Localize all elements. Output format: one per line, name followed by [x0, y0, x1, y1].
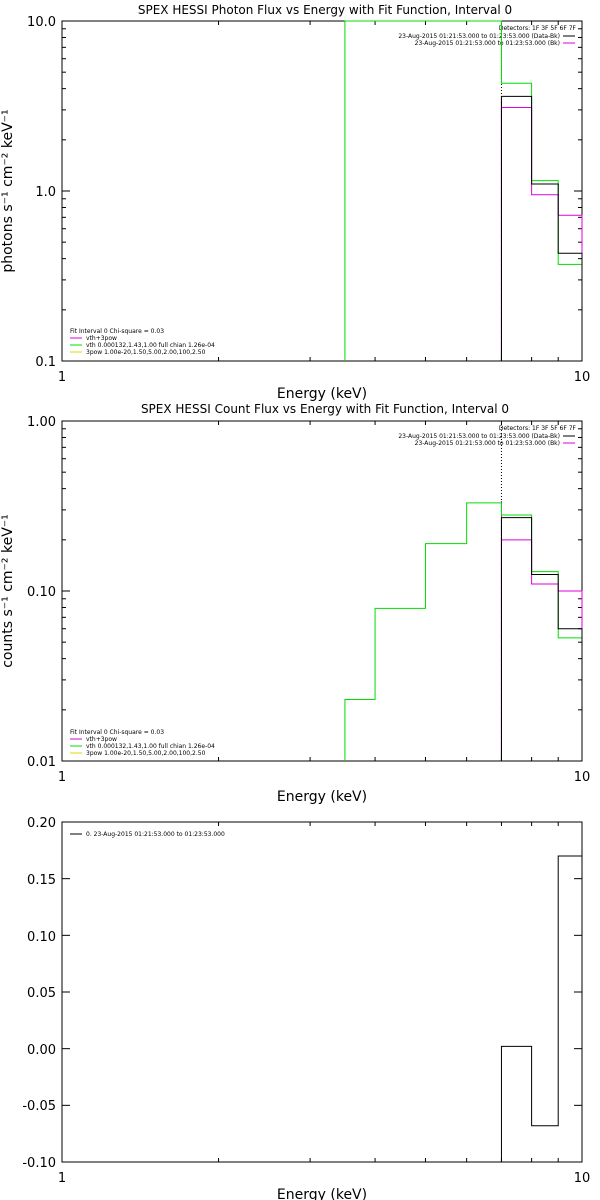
- count-series-black-step: [500, 517, 583, 761]
- count-xtick-0: 1: [58, 770, 66, 785]
- photon-xtick-1: 10: [574, 370, 591, 385]
- photon-legend-vth: vth 0.000132,1.43,1.00 full chian 1.26e-…: [86, 342, 215, 349]
- residual-panel: -0.10 -0.05 0.00 0.05 0.10 0.15 0.20 1 1…: [22, 816, 590, 1200]
- count-y-axis-label: counts s⁻¹ cm⁻² keV⁻¹: [0, 514, 16, 668]
- count-tick-marks: [61, 420, 583, 762]
- count-legend-vth3pow: vth+3pow: [86, 736, 117, 743]
- count-flux-panel: SPEX HESSI Count Flux vs Energy with Fit…: [0, 402, 590, 805]
- count-ytick-1: 0.10: [27, 585, 56, 600]
- count-legend-data-bk: 23-Aug-2015 01:21:53.000 to 01:23:53.000…: [398, 433, 560, 440]
- photon-y-axis-label: photons s⁻¹ cm⁻² keV⁻¹: [0, 109, 16, 272]
- count-legend-vth: vth 0.000132,1.43,1.00 full chian 1.26e-…: [86, 743, 215, 750]
- residual-plot-frame: [61, 821, 583, 1163]
- photon-series-black-step: [500, 95, 583, 361]
- photon-legend-vth3pow: vth+3pow: [86, 335, 117, 342]
- photon-ytick-0: 0.1: [35, 355, 56, 370]
- residual-ytick-5: 0.15: [27, 873, 56, 888]
- count-chart-title: SPEX HESSI Count Flux vs Energy with Fit…: [141, 402, 509, 416]
- residual-ytick-4: 0.10: [27, 930, 56, 945]
- photon-flux-panel: SPEX HESSI Photon Flux vs Energy with Fi…: [0, 3, 590, 402]
- count-series-magenta-step: [500, 539, 583, 761]
- photon-fit-interval-label: Fit Interval 0 Chi-square = 0.03: [70, 328, 164, 335]
- residual-xtick-0: 1: [58, 1171, 66, 1186]
- photon-detectors-label: Detectors: 1F 3F 5F 6F 7F: [499, 25, 577, 32]
- count-fit-interval-label: Fit Interval 0 Chi-square = 0.03: [70, 729, 164, 736]
- count-xtick-1: 10: [574, 770, 591, 785]
- photon-series-green-step: [344, 20, 583, 361]
- residual-series-black-step: [500, 855, 583, 1162]
- residual-ytick-2: 0.00: [27, 1043, 56, 1058]
- photon-series-magenta-step: [500, 106, 583, 361]
- photon-ytick-1: 1.0: [35, 185, 56, 200]
- photon-xtick-0: 1: [58, 370, 66, 385]
- count-legend-3pow: 3pow 1.00e-20,1.50,5.00,2.00,100,2.50: [86, 750, 206, 757]
- residual-x-axis-label: Energy (keV): [277, 1187, 367, 1200]
- count-ytick-0: 0.01: [27, 755, 56, 770]
- residual-ytick-1: -0.05: [22, 1099, 56, 1114]
- photon-legend-data-bk: 23-Aug-2015 01:21:53.000 to 01:23:53.000…: [398, 33, 560, 40]
- photon-plot-frame: [61, 20, 583, 362]
- residual-tick-marks: [61, 821, 583, 1163]
- count-detectors-label: Detectors: 1F 3F 5F 6F 7F: [499, 425, 577, 432]
- photon-legend-3pow: 3pow 1.00e-20,1.50,5.00,2.00,100,2.50: [86, 349, 206, 356]
- count-legend-bk: 23-Aug-2015 01:21:53.000 to 01:23:53.000…: [415, 440, 560, 447]
- photon-x-axis-label: Energy (keV): [277, 386, 367, 402]
- count-series-green-step: [344, 502, 583, 761]
- photon-legend-bk: 23-Aug-2015 01:21:53.000 to 01:23:53.000…: [415, 40, 560, 47]
- residual-xtick-1: 10: [574, 1171, 591, 1186]
- count-plot-frame: [61, 420, 583, 762]
- residual-legend-label: 0. 23-Aug-2015 01:21:53.000 to 01:23:53.…: [86, 831, 225, 838]
- residual-ytick-6: 0.20: [27, 816, 56, 831]
- residual-ytick-0: -0.10: [22, 1156, 56, 1171]
- photon-ytick-2: 10.0: [27, 15, 56, 30]
- count-x-axis-label: Energy (keV): [277, 789, 367, 805]
- photon-chart-title: SPEX HESSI Photon Flux vs Energy with Fi…: [138, 3, 512, 17]
- residual-ytick-3: 0.05: [27, 986, 56, 1001]
- photon-tick-marks: [61, 20, 583, 362]
- count-ytick-2: 1.00: [27, 415, 56, 430]
